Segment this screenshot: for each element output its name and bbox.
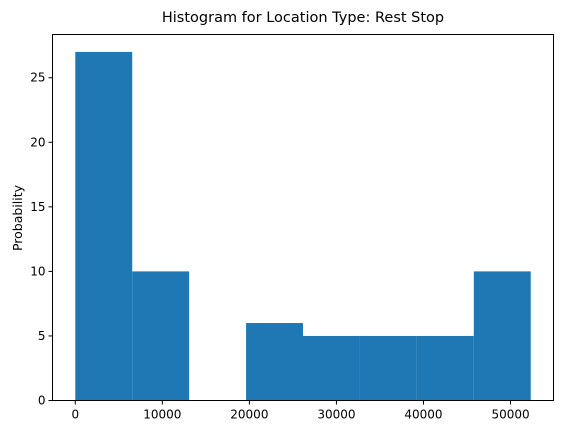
histogram-bar-4 <box>303 335 360 401</box>
y-tick-label-4: 20 <box>30 135 45 149</box>
y-tick-label-3: 15 <box>30 200 45 214</box>
x-tick-label-0: 0 <box>71 408 79 422</box>
histogram-bar-6 <box>416 335 474 401</box>
x-ticks-group: 0 10000 20000 30000 40000 50000 <box>71 400 530 422</box>
histogram-bar-1 <box>132 271 190 401</box>
x-tick-label-2: 20000 <box>230 408 268 422</box>
histogram-bar-3 <box>246 323 303 401</box>
x-tick-label-3: 30000 <box>317 408 355 422</box>
y-tick-label-1: 5 <box>38 329 46 343</box>
y-ticks-group: 0 5 10 15 20 25 <box>30 71 53 408</box>
histogram-bar-5 <box>359 335 417 401</box>
bars-group <box>75 51 531 401</box>
y-tick-label-0: 0 <box>38 394 46 408</box>
y-tick-label-2: 10 <box>30 264 45 278</box>
x-tick-label-1: 10000 <box>143 408 181 422</box>
y-axis-label: Probability <box>10 184 25 251</box>
histogram-bar-0 <box>75 51 133 401</box>
plot-frame <box>52 34 554 401</box>
x-tick-label-4: 40000 <box>404 408 442 422</box>
x-tick-label-5: 50000 <box>491 408 529 422</box>
y-tick-label-5: 25 <box>30 71 45 85</box>
histogram-bar-7 <box>473 271 531 401</box>
chart-title: Histogram for Location Type: Rest Stop <box>162 10 444 26</box>
